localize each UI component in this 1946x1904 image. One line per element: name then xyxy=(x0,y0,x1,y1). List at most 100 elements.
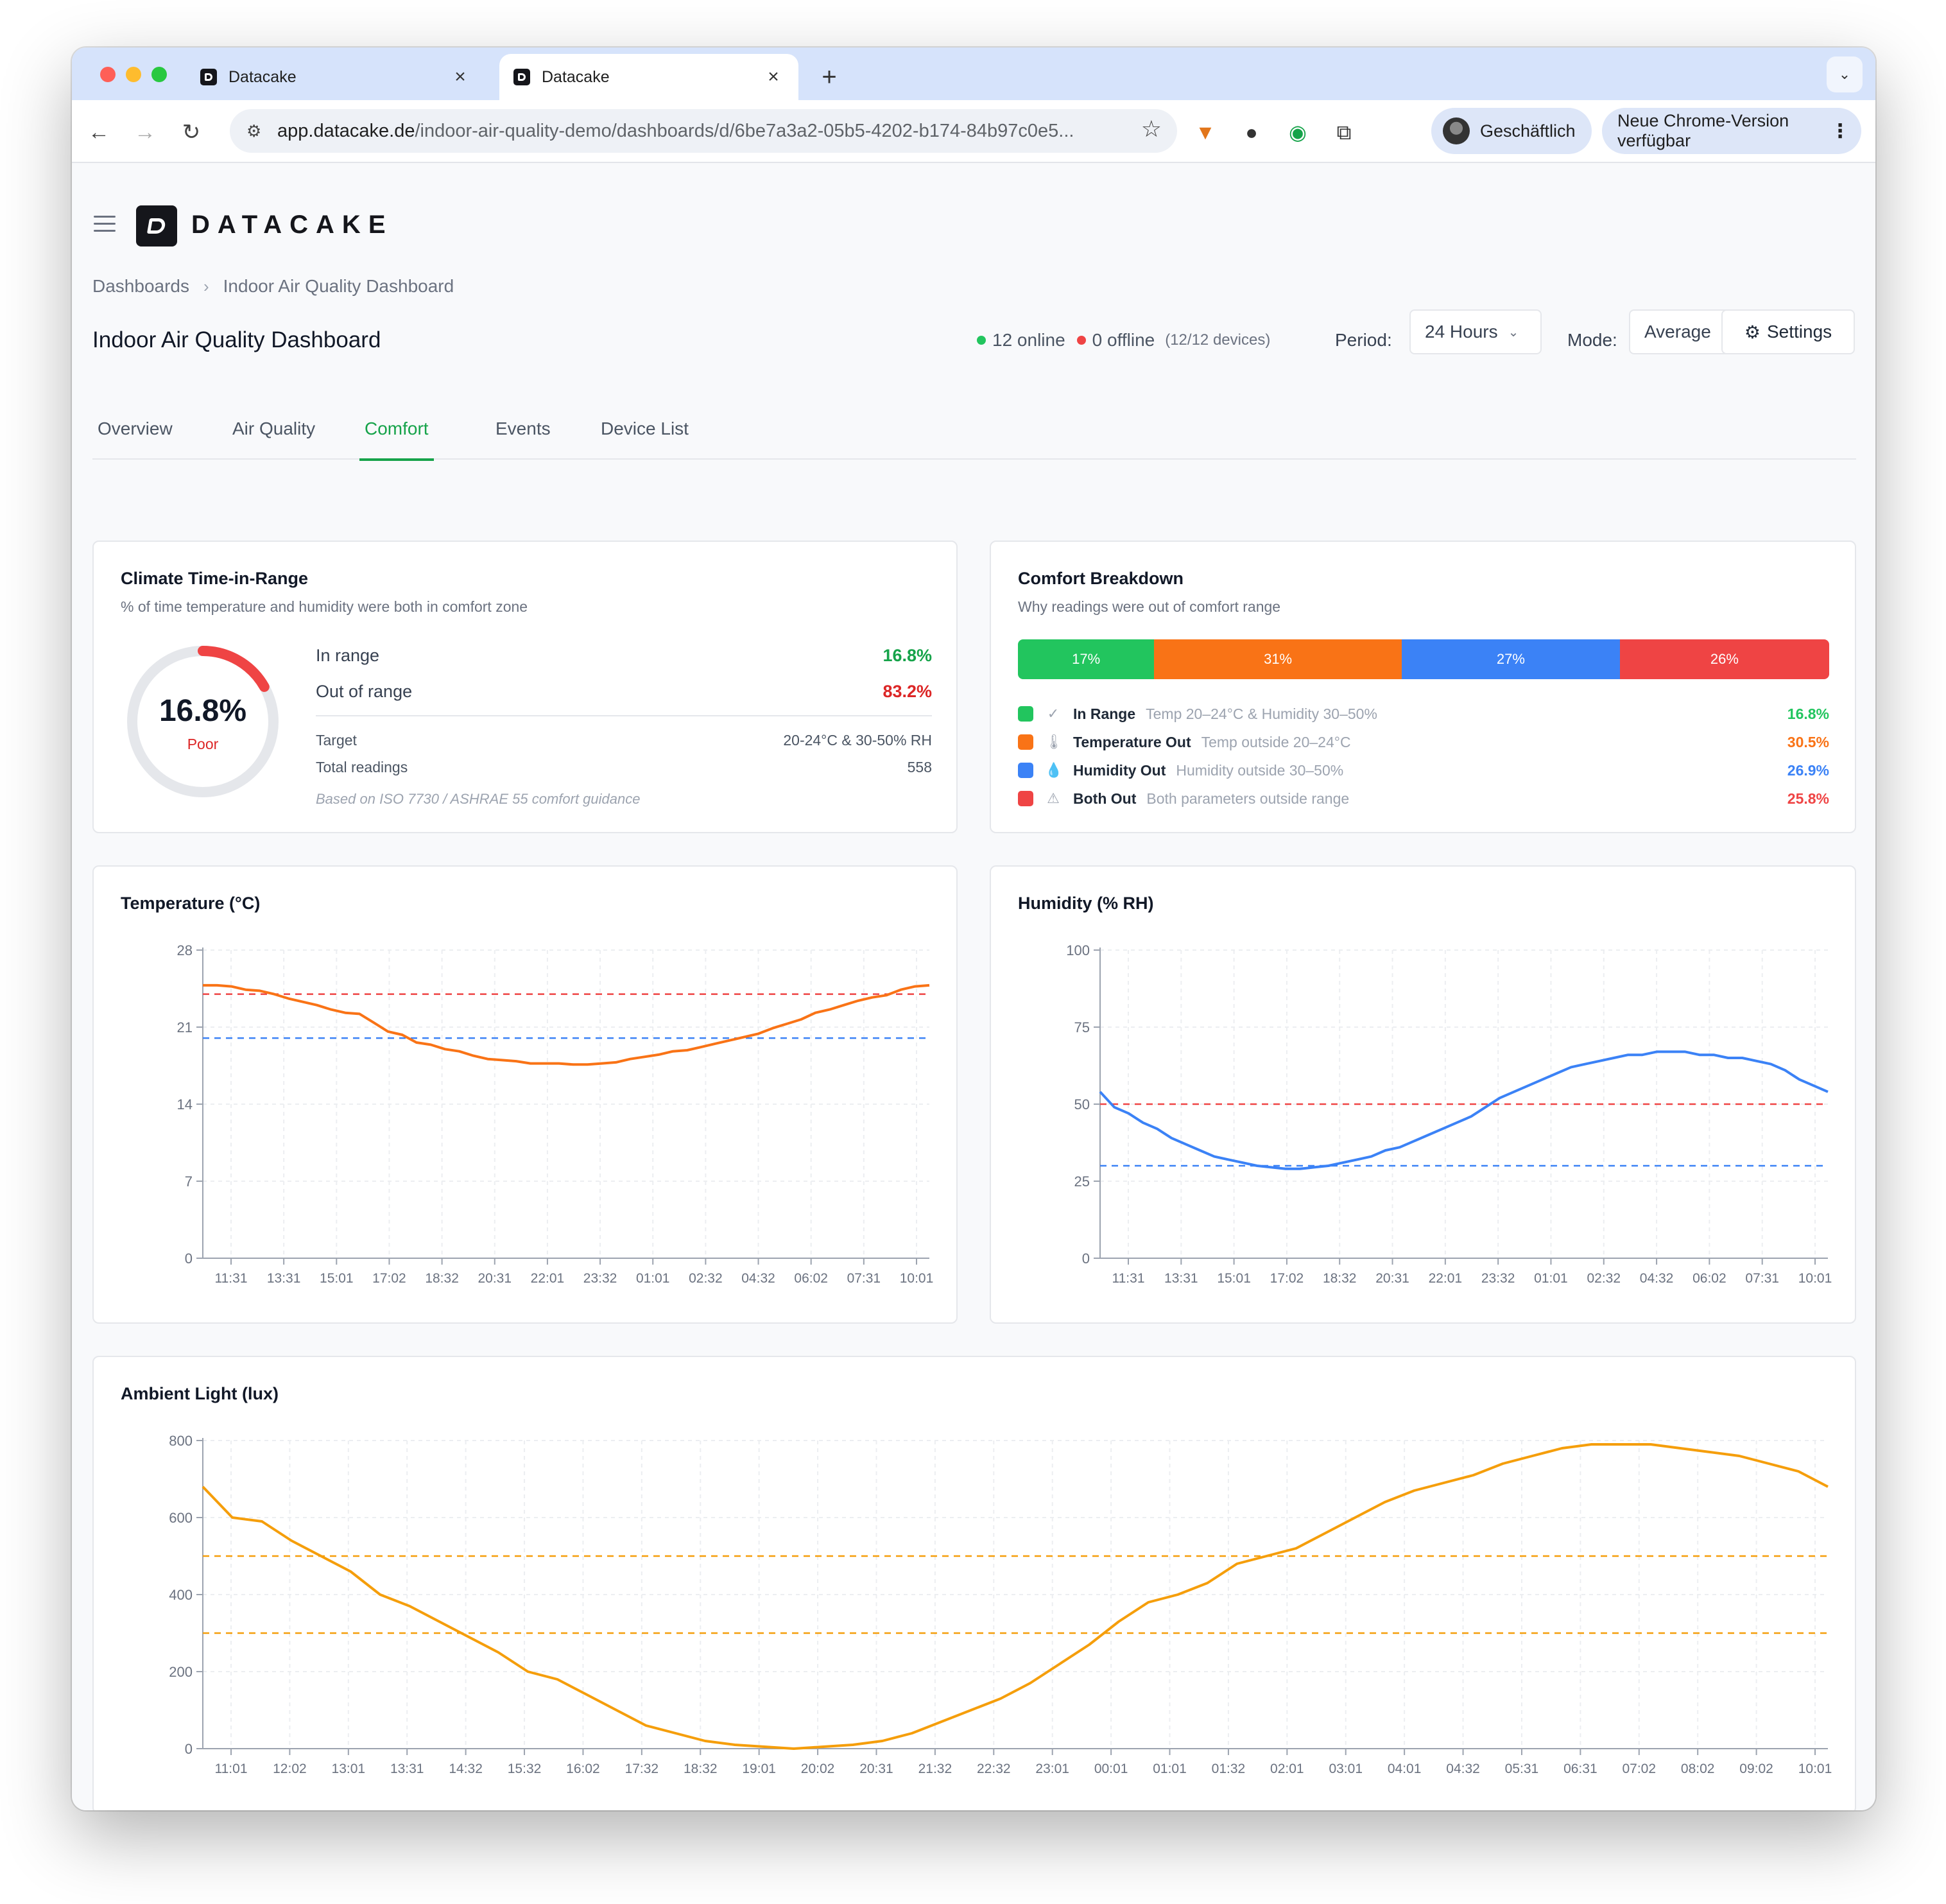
address-bar[interactable]: ⚙ app.datacake.de/indoor-air-quality-dem… xyxy=(230,109,1177,153)
legend-value: 16.8% xyxy=(1787,705,1829,722)
offline-count: 0 offline xyxy=(1092,330,1155,350)
x-tick-label: 03:01 xyxy=(1329,1761,1363,1776)
x-tick-label: 18:32 xyxy=(425,1271,459,1286)
site-settings-icon[interactable]: ⚙ xyxy=(246,121,262,141)
card-title: Climate Time-in-Range xyxy=(121,569,309,588)
browser-toolbar: ← → ↻ ⚙ app.datacake.de/indoor-air-quali… xyxy=(72,100,1875,163)
legend-swatch xyxy=(1018,706,1033,722)
y-tick-label: 200 xyxy=(169,1664,193,1680)
tab-title: Datacake xyxy=(542,67,610,86)
legend-row: 💧 Humidity Out Humidity outside 30–50% 26.9… xyxy=(1018,757,1829,783)
in-range-value: 16.8% xyxy=(883,646,932,665)
settings-label: Settings xyxy=(1766,322,1832,342)
legend-description: Both parameters outside range xyxy=(1146,790,1350,807)
profile-label: Geschäftlich xyxy=(1480,121,1576,141)
forward-arrow-icon[interactable]: → xyxy=(134,120,156,144)
grammarly-extension-icon[interactable]: ◉ xyxy=(1289,121,1307,144)
tab-device-list[interactable]: Device List xyxy=(601,419,689,438)
x-tick-label: 17:32 xyxy=(625,1761,659,1776)
x-tick-label: 11:31 xyxy=(215,1271,248,1286)
breadcrumb: Dashboards › Indoor Air Quality Dashboar… xyxy=(92,276,454,297)
avatar xyxy=(1443,117,1470,144)
reload-icon[interactable]: ↻ xyxy=(182,120,201,144)
browser-tab-1[interactable]: Datacake × xyxy=(186,54,485,100)
tab-strip: Datacake × Datacake × + ⌄ xyxy=(72,48,1875,100)
x-tick-label: 17:02 xyxy=(372,1271,406,1286)
breakdown-segment-0: 17% xyxy=(1018,639,1155,679)
climate-time-in-range-card: Climate Time-in-Range % of time temperat… xyxy=(92,541,958,833)
tab-overview[interactable]: Overview xyxy=(98,419,173,438)
y-tick-label: 0 xyxy=(185,1251,193,1267)
x-tick-label: 05:31 xyxy=(1505,1761,1539,1776)
y-tick-label: 100 xyxy=(1066,942,1090,958)
card-subtitle: Why readings were out of comfort range xyxy=(1018,598,1281,615)
profile-chip[interactable]: Geschäftlich xyxy=(1431,108,1592,154)
divider xyxy=(316,715,932,716)
y-tick-label: 400 xyxy=(169,1587,193,1603)
x-tick-label: 15:01 xyxy=(1217,1271,1251,1286)
x-tick-label: 18:32 xyxy=(1323,1271,1357,1286)
menu-hamburger-icon[interactable] xyxy=(94,216,116,232)
y-tick-label: 600 xyxy=(169,1510,193,1526)
in-range-row: In range 16.8% xyxy=(316,646,932,666)
settings-button[interactable]: ⚙ Settings xyxy=(1721,309,1855,354)
bookmark-star-icon[interactable]: ☆ xyxy=(1141,116,1162,142)
more-menu-icon[interactable]: ⋮ xyxy=(1830,120,1850,142)
x-tick-label: 01:32 xyxy=(1212,1761,1246,1776)
temperature-chart-card: Temperature (°C) 0 7 14 21 28 11:31 13:31 15:01… xyxy=(92,865,958,1324)
breakdown-stacked-bar: 17% 31% 27% 26% xyxy=(1018,639,1829,679)
browser-tab-2[interactable]: Datacake × xyxy=(499,54,798,100)
new-tab-icon[interactable]: + xyxy=(822,63,837,91)
back-arrow-icon[interactable]: ← xyxy=(88,120,110,144)
out-range-label: Out of range xyxy=(316,682,413,701)
x-tick-label: 06:02 xyxy=(794,1271,828,1286)
close-window-icon[interactable] xyxy=(100,67,116,82)
x-tick-label: 19:01 xyxy=(742,1761,776,1776)
x-tick-label: 07:02 xyxy=(1622,1761,1656,1776)
donut-value: 16.8% xyxy=(159,694,247,728)
readings-row: Total readings 558 xyxy=(316,759,932,776)
chart-title: Humidity (% RH) xyxy=(1018,894,1154,913)
x-tick-label: 04:32 xyxy=(1640,1271,1674,1286)
tab-air-quality[interactable]: Air Quality xyxy=(232,419,316,438)
x-tick-label: 11:01 xyxy=(215,1761,248,1776)
maximize-window-icon[interactable] xyxy=(151,67,167,82)
x-tick-label: 23:01 xyxy=(1035,1761,1069,1776)
period-select[interactable]: 24 Hours ⌄ xyxy=(1409,309,1542,354)
x-tick-label: 00:01 xyxy=(1094,1761,1128,1776)
y-tick-label: 21 xyxy=(177,1019,193,1035)
metamask-extension-icon[interactable]: ▼ xyxy=(1195,121,1216,144)
y-tick-label: 25 xyxy=(1074,1173,1090,1190)
online-dot-icon xyxy=(977,336,986,345)
y-tick-label: 800 xyxy=(169,1433,193,1449)
breadcrumb-dashboards[interactable]: Dashboards xyxy=(92,276,189,296)
x-tick-label: 20:31 xyxy=(859,1761,893,1776)
x-tick-label: 22:01 xyxy=(531,1271,565,1286)
tab-search-chevron-icon[interactable]: ⌄ xyxy=(1827,56,1863,92)
x-tick-label: 23:32 xyxy=(583,1271,617,1286)
dashboard-tabs: Overview Air Quality Comfort Events Devi… xyxy=(92,413,1856,461)
x-tick-label: 17:02 xyxy=(1270,1271,1304,1286)
tab-events[interactable]: Events xyxy=(495,419,551,438)
breadcrumb-current: Indoor Air Quality Dashboard xyxy=(223,276,454,296)
humidity-chart-card: Humidity (% RH) 0 25 50 75 100 11:31 13:31 15:0… xyxy=(990,865,1856,1324)
chevron-right-icon: › xyxy=(203,276,209,296)
microphone-extension-icon[interactable]: ● xyxy=(1245,121,1258,144)
legend-description: Temp 20–24°C & Humidity 30–50% xyxy=(1146,705,1377,722)
tab-comfort[interactable]: Comfort xyxy=(359,419,434,461)
tab-close-icon[interactable]: × xyxy=(768,66,779,87)
x-tick-label: 02:01 xyxy=(1270,1761,1304,1776)
legend-value: 25.8% xyxy=(1787,790,1829,807)
legend-value: 26.9% xyxy=(1787,761,1829,779)
y-tick-label: 28 xyxy=(177,942,193,958)
extensions-puzzle-icon[interactable]: ⧉ xyxy=(1336,121,1352,144)
chrome-update-chip[interactable]: Neue Chrome-Version verfügbar ⋮ xyxy=(1602,108,1861,154)
tab-close-icon[interactable]: × xyxy=(454,66,466,87)
minimize-window-icon[interactable] xyxy=(126,67,141,82)
legend-value: 30.5% xyxy=(1787,733,1829,750)
y-tick-label: 14 xyxy=(177,1096,193,1112)
temperature-chart: 0 7 14 21 28 11:31 13:31 15:01 17:02 18:32 20:31 22… xyxy=(177,942,934,1286)
x-tick-label: 09:02 xyxy=(1739,1761,1773,1776)
legend-name: Both Out xyxy=(1073,790,1137,807)
device-status: 12 online 0 offline (12/12 devices) xyxy=(977,330,1270,351)
